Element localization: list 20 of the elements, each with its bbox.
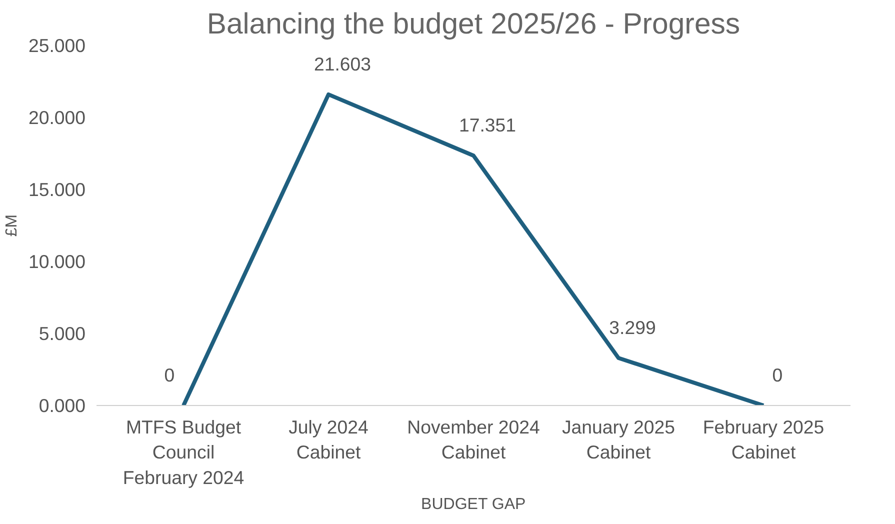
data-label: 17.351 [458, 114, 516, 136]
y-tick-label: 5.000 [38, 323, 86, 344]
x-tick-label: February 2025 Cabinet [702, 416, 824, 463]
data-label: 0 [164, 364, 175, 386]
y-axis-title: £M [3, 214, 20, 237]
y-tick-label: 25.000 [28, 35, 86, 56]
y-tick-label: 15.000 [28, 179, 86, 200]
y-tick-label: 20.000 [28, 107, 86, 128]
data-label: 3.299 [609, 316, 656, 338]
y-tick-label: 0.000 [38, 395, 86, 416]
x-tick-label: January 2025 Cabinet [562, 416, 676, 463]
x-tick-label: November 2024 Cabinet [407, 416, 540, 463]
x-tick-label: MTFS Budget Council February 2024 [122, 416, 244, 488]
data-label: 21.603 [314, 53, 372, 74]
x-axis-title: BUDGET GAP [421, 496, 526, 513]
data-label: 0 [772, 364, 783, 386]
line-series [182, 92, 766, 406]
x-tick-label: July 2024 Cabinet [288, 416, 368, 463]
y-tick-label: 10.000 [28, 251, 86, 272]
chart-title: Balancing the budget 2025/26 - Progress [206, 8, 740, 40]
